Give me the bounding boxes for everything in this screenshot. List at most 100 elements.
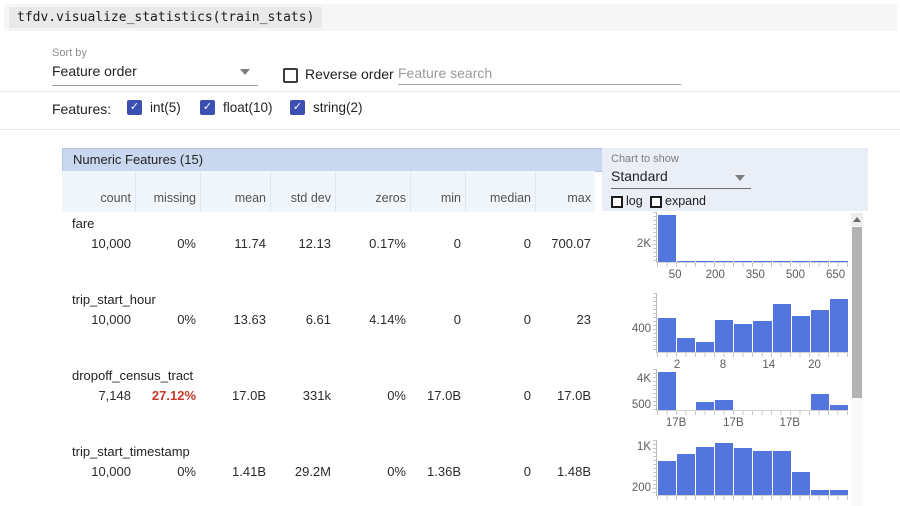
column-header: median: [465, 171, 535, 212]
histogram-trip-start-hour: 400 2 8 14 20: [632, 293, 848, 371]
stat-value: 0.17%: [369, 236, 406, 251]
histogram-bar: [829, 261, 848, 262]
feature-type-label: float(10): [223, 100, 273, 115]
x-axis-label: 14: [762, 359, 776, 371]
histogram-bar: [677, 454, 696, 495]
feature-type-int[interactable]: ✓ int(5): [127, 100, 181, 115]
scroll-up-button[interactable]: [851, 213, 863, 226]
histogram-bar: [829, 489, 848, 495]
histogram-bar: [734, 448, 753, 495]
histogram-bar: [810, 310, 829, 352]
stat-value: 6.61: [305, 312, 331, 327]
histogram-bar: [696, 447, 715, 495]
histogram-bar: [715, 443, 734, 495]
code-text[interactable]: tfdv.visualize_statistics(train_stats): [9, 7, 323, 28]
column-header: min: [410, 171, 465, 212]
histogram-bar: [658, 215, 677, 262]
histogram-bars: [658, 296, 848, 352]
y-axis-line: [656, 212, 657, 263]
checked-checkbox-icon: ✓: [200, 100, 215, 115]
stat-value: 17.0B: [427, 388, 461, 403]
histogram-bar: [677, 338, 696, 352]
x-axis-label: 650: [825, 269, 846, 281]
histogram-bar: [829, 298, 848, 352]
histogram-bar: [753, 321, 772, 352]
stat-value: 10,000: [91, 236, 131, 251]
feature-type-float[interactable]: ✓ float(10): [200, 100, 273, 115]
histogram-bar: [677, 261, 696, 262]
select-underline: [611, 188, 751, 189]
sort-by-label: Sort by: [52, 47, 87, 59]
scrollbar-thumb[interactable]: [852, 227, 862, 398]
stat-value: 12.13: [298, 236, 331, 251]
histogram-bar: [696, 402, 715, 410]
chart-panel-header: Chart to show Standard log expand: [602, 148, 868, 211]
reverse-order-label: Reverse order: [305, 66, 394, 82]
feature-search-input[interactable]: [398, 61, 681, 85]
histogram-bar: [734, 324, 753, 352]
x-axis-label: 17B: [723, 417, 744, 429]
histogram-bar: [791, 471, 810, 495]
column-header: zeros: [335, 171, 410, 212]
column-header: mean: [200, 171, 270, 212]
chart-to-show-value[interactable]: Standard: [611, 168, 668, 184]
x-axis-line: [657, 262, 848, 263]
log-label: log: [626, 194, 643, 208]
expand-checkbox[interactable]: [650, 196, 662, 208]
log-checkbox[interactable]: [611, 196, 623, 208]
column-header: missing: [135, 171, 200, 212]
stat-value: 1.48B: [557, 464, 591, 479]
x-axis-label: 50: [668, 269, 682, 281]
x-axis-label: 17B: [665, 417, 687, 429]
chart-to-show-label: Chart to show: [611, 153, 679, 165]
histogram-fare: 2K 50 200 350 500 650: [637, 212, 848, 281]
stat-value: 11.74: [234, 236, 266, 251]
histogram-bar: [696, 261, 715, 262]
stat-value: 0%: [387, 464, 406, 479]
expand-label: expand: [665, 194, 707, 208]
y-axis-line: [656, 293, 657, 353]
histogram-bar: [658, 318, 677, 352]
y-axis-ticks: [653, 212, 656, 263]
stat-value: 0: [523, 236, 531, 251]
features-label: Features:: [52, 101, 112, 117]
x-axis-line: [657, 495, 848, 496]
sort-by-select[interactable]: Feature order: [52, 61, 258, 86]
histogram-bars: [658, 372, 848, 410]
stat-value: 23: [576, 312, 591, 327]
x-axis-ticks: [657, 263, 848, 267]
stat-value: 0: [523, 464, 531, 479]
histogram-bar: [715, 399, 734, 410]
stat-value: 4.14%: [369, 312, 406, 327]
y-axis-ticks: [653, 369, 656, 411]
y-axis-line: [656, 369, 657, 411]
y-axis-label: 4K: [636, 373, 651, 386]
divider: [0, 91, 900, 92]
code-cell[interactable]: tfdv.visualize_statistics(train_stats): [4, 4, 897, 31]
stat-value: 29.2M: [294, 464, 331, 479]
select-underline: [52, 85, 258, 86]
feature-type-string[interactable]: ✓ string(2): [290, 100, 363, 115]
x-axis-label: 17B: [779, 417, 800, 429]
stat-value: 13.63: [233, 312, 266, 327]
stat-value: 0%: [177, 312, 196, 327]
stat-value: 700.07: [551, 236, 591, 251]
histogram-trip-start-timestamp: 1K 200: [632, 440, 848, 500]
stat-value: 0: [523, 312, 531, 327]
table-row: trip_start_timestamp 10,000 0% 1.41B 29.2M 0%…: [62, 440, 595, 506]
histogram-bars: [658, 215, 848, 262]
column-header: count: [100, 191, 131, 205]
histogram-bars: [658, 443, 848, 495]
histogram-bar: [829, 405, 848, 410]
histogram-bar: [772, 304, 791, 352]
sort-by-value: Feature order: [52, 63, 137, 79]
histogram-dropoff-census-tract: 4K 500 17B 17B 17B: [632, 369, 848, 429]
stat-value: 7,148: [98, 388, 131, 403]
histogram-bar: [791, 261, 810, 262]
scroll-up-icon: [853, 217, 861, 222]
column-header-row: count missing mean std dev zeros min median max: [62, 171, 595, 212]
stat-value: 17.0B: [557, 388, 591, 403]
reverse-order-checkbox[interactable]: [283, 68, 298, 83]
y-axis-ticks: [653, 440, 656, 496]
